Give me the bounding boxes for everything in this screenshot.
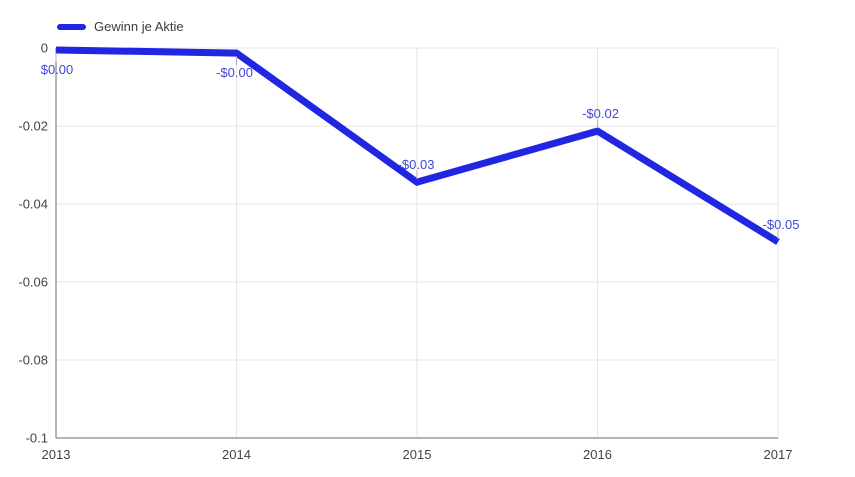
x-axis-tick-label: 2013 xyxy=(42,447,71,462)
y-axis-tick-label: -0.02 xyxy=(18,119,48,134)
x-axis-tick-label: 2017 xyxy=(764,447,793,462)
x-axis-tick-label: 2016 xyxy=(583,447,612,462)
x-axis-tick-label: 2015 xyxy=(403,447,432,462)
y-axis-tick-label: -0.06 xyxy=(18,275,48,290)
y-axis-tick-label: -0.04 xyxy=(18,197,48,212)
data-point-label: -$0.02 xyxy=(582,106,619,121)
y-axis-tick-label: -0.08 xyxy=(18,353,48,368)
data-point-label: -$0.03 xyxy=(398,157,435,172)
legend: Gewinn je Aktie xyxy=(57,20,184,33)
x-axis-tick-label: 2014 xyxy=(222,447,251,462)
data-point-label: -$0.00 xyxy=(216,65,253,80)
y-axis-tick-label: 0 xyxy=(41,41,48,56)
y-axis-tick-label: -0.1 xyxy=(26,431,48,446)
legend-label: Gewinn je Aktie xyxy=(94,19,184,34)
series-line xyxy=(55,46,780,245)
data-point-label: $0.00 xyxy=(41,62,74,77)
data-point-label: -$0.05 xyxy=(763,217,800,232)
legend-swatch xyxy=(57,23,86,30)
